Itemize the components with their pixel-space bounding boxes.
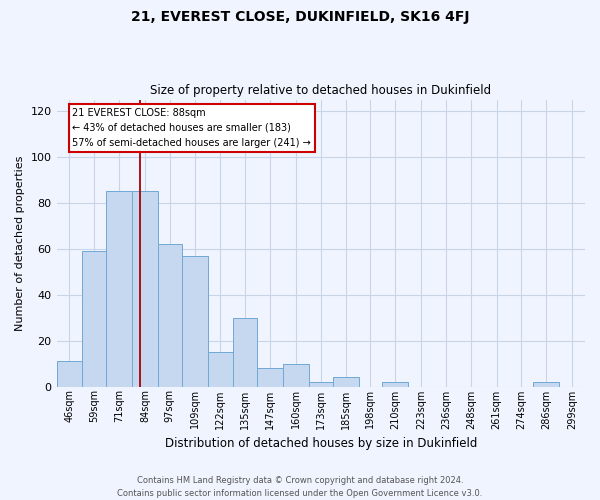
- Bar: [309, 382, 332, 386]
- Bar: [106, 192, 132, 386]
- Bar: [283, 364, 309, 386]
- Bar: [332, 378, 359, 386]
- X-axis label: Distribution of detached houses by size in Dukinfield: Distribution of detached houses by size …: [164, 437, 477, 450]
- Bar: [158, 244, 182, 386]
- Text: Contains HM Land Registry data © Crown copyright and database right 2024.
Contai: Contains HM Land Registry data © Crown c…: [118, 476, 482, 498]
- Bar: [82, 251, 106, 386]
- Bar: [56, 362, 82, 386]
- Text: 21, EVEREST CLOSE, DUKINFIELD, SK16 4FJ: 21, EVEREST CLOSE, DUKINFIELD, SK16 4FJ: [131, 10, 469, 24]
- Bar: [208, 352, 233, 386]
- Bar: [533, 382, 559, 386]
- Title: Size of property relative to detached houses in Dukinfield: Size of property relative to detached ho…: [150, 84, 491, 97]
- Bar: [182, 256, 208, 386]
- Text: 21 EVEREST CLOSE: 88sqm
← 43% of detached houses are smaller (183)
57% of semi-d: 21 EVEREST CLOSE: 88sqm ← 43% of detache…: [73, 108, 311, 148]
- Bar: [132, 192, 158, 386]
- Bar: [257, 368, 283, 386]
- Bar: [233, 318, 257, 386]
- Y-axis label: Number of detached properties: Number of detached properties: [15, 156, 25, 330]
- Bar: [382, 382, 408, 386]
